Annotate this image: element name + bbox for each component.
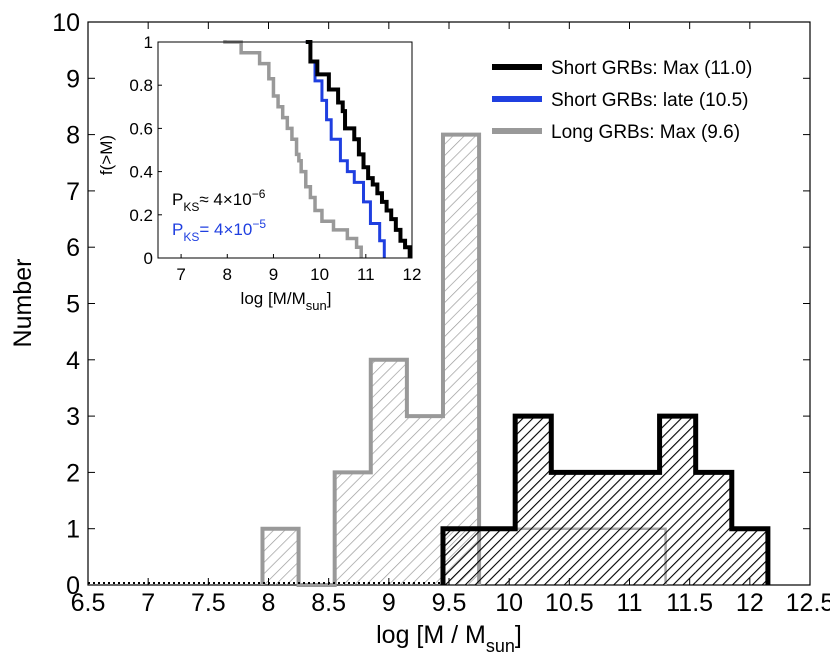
x-tick-label: 9 xyxy=(382,589,396,617)
inset-line-short-grbs-late-cumulative xyxy=(305,40,386,258)
bar-short-grbs-max-11-0-6 xyxy=(731,528,768,585)
y-tick-label: 8 xyxy=(66,122,80,150)
inset-plot: 7 8 9 10 11 12 0 0.2 0.4 0.6 0.8 1 f(>M) log [M/Ms… xyxy=(97,33,421,313)
inset-x-axis-ticks: 7 8 9 10 11 12 xyxy=(176,254,421,284)
x-axis-label-main: log [M / M xyxy=(376,621,486,649)
inset-y-axis-ticks: 0 0.2 0.4 0.6 0.8 1 xyxy=(129,33,162,268)
x-tick-label: 12.5 xyxy=(786,589,830,617)
inset-x-tick-label: 10 xyxy=(310,265,329,284)
pks-late-sub: KS xyxy=(183,230,199,244)
inset-x-tick-label: 9 xyxy=(269,265,278,284)
legend: Short GRBs: Max (11.0) Short GRBs: late (… xyxy=(492,58,752,143)
x-tick-label: 12 xyxy=(736,589,764,617)
inset-x-axis-label-main: log [M/M xyxy=(241,289,306,308)
pks-long-exp: −6 xyxy=(252,187,266,201)
pks-late-exp: −5 xyxy=(252,217,266,231)
inset-line-long-grbs-cumulative xyxy=(223,40,363,258)
pks-late-rest: = 4×10 xyxy=(199,220,252,239)
inset-x-tick-label: 8 xyxy=(223,265,232,284)
inset-y-tick-label: 0.2 xyxy=(129,206,153,225)
bar-long-grbs-max-9-6-4 xyxy=(370,359,407,585)
y-tick-label: 1 xyxy=(66,516,80,544)
bar-short-grbs-max-11-0-5 xyxy=(695,472,732,585)
bar-short-grbs-max-11-0-2 xyxy=(515,416,552,585)
inset-frame xyxy=(157,41,413,259)
x-tick-label: 11.5 xyxy=(666,589,713,617)
inset-x-axis-label-sub: sun xyxy=(306,298,327,313)
inset-y-tick-label: 0.6 xyxy=(129,119,153,138)
y-axis-label: Number xyxy=(9,259,37,348)
bar-short-grbs-max-11-0-4 xyxy=(659,416,696,585)
pks-late-base: P xyxy=(172,220,183,239)
x-axis-ticks: 6.5 7 7.5 8 8.5 9 9.5 10 10.5 11 11.5 12 12.5 xyxy=(71,22,830,617)
legend-label-long-grbs-max-9-6: Long GRBs: Max (9.6) xyxy=(551,122,740,143)
main-plot: 6.5 7 7.5 8 8.5 9 9.5 10 10.5 11 11.5 12 12.5 012345… xyxy=(9,9,830,656)
inset-x-tick-label: 11 xyxy=(357,265,375,284)
inset-x-axis-label-end: ] xyxy=(327,289,332,308)
x-axis-label: log [M / Msun] xyxy=(376,621,522,656)
y-tick-label: 2 xyxy=(66,459,80,487)
y-tick-label: 4 xyxy=(66,347,80,375)
inset-x-tick-label: 12 xyxy=(403,265,422,284)
x-tick-label: 7 xyxy=(141,589,155,617)
bar-short-grbs-max-11-0-1 xyxy=(442,528,516,585)
inset-x-tick-label: 7 xyxy=(176,265,185,284)
inset-y-tick-label: 0.8 xyxy=(129,76,153,95)
bar-long-grbs-max-9-6-6 xyxy=(442,134,480,585)
pks-long-base: P xyxy=(172,190,183,209)
pks-long-sub: KS xyxy=(183,200,199,214)
y-tick-label: 9 xyxy=(66,65,80,93)
y-tick-label: 0 xyxy=(66,572,80,600)
x-axis-label-end: ] xyxy=(515,621,522,649)
x-tick-label: 7.5 xyxy=(191,589,226,617)
bar-short-grbs-max-11-0-3 xyxy=(551,472,660,585)
y-tick-label: 5 xyxy=(66,291,80,319)
y-tick-label: 10 xyxy=(52,9,80,37)
legend-label-short-grbs-max-11-0: Short GRBs: Max (11.0) xyxy=(551,58,752,79)
histogram-bars xyxy=(260,132,771,587)
x-tick-label: 6.5 xyxy=(71,589,106,617)
bar-long-grbs-max-9-6-3 xyxy=(334,472,371,585)
legend-label-short-grbs-late-10-5: Short GRBs: late (10.5) xyxy=(551,90,748,111)
x-tick-label: 10.5 xyxy=(545,589,594,617)
x-tick-label: 8.5 xyxy=(311,589,346,617)
pks-long-rest: ≈ 4×10 xyxy=(199,190,251,209)
inset-y-tick-label: 0 xyxy=(144,249,153,268)
bar-long-grbs-max-9-6-1 xyxy=(262,528,299,585)
inset-y-tick-label: 0.4 xyxy=(129,163,153,182)
x-axis-label-sub: sun xyxy=(486,636,515,656)
inset-y-tick-label: 1 xyxy=(144,33,153,52)
bar-long-grbs-max-9-6-5 xyxy=(406,416,443,585)
outline-short-grbs-max-11-0 xyxy=(440,413,771,585)
pks-annotation-long: PKS≈ 4×10−6 xyxy=(172,187,266,214)
y-tick-label: 7 xyxy=(66,178,80,206)
inset-cumulative-lines xyxy=(223,40,412,258)
inset-background xyxy=(158,42,412,258)
outline-long-grbs-max-9-6 xyxy=(260,132,482,587)
inset-line-short-grbs-max-cumulative xyxy=(305,40,412,258)
x-tick-label: 11 xyxy=(617,589,643,617)
pks-annotation-late: PKS= 4×10−5 xyxy=(172,217,266,244)
y-tick-label: 6 xyxy=(66,234,80,262)
x-tick-label: 10 xyxy=(495,589,523,617)
y-tick-label: 3 xyxy=(66,403,80,431)
x-tick-label: 8 xyxy=(262,589,276,617)
inset-x-axis-label: log [M/Msun] xyxy=(241,289,332,313)
x-tick-label: 9.5 xyxy=(432,589,467,617)
inset-y-axis-label: f(>M) xyxy=(97,135,116,175)
